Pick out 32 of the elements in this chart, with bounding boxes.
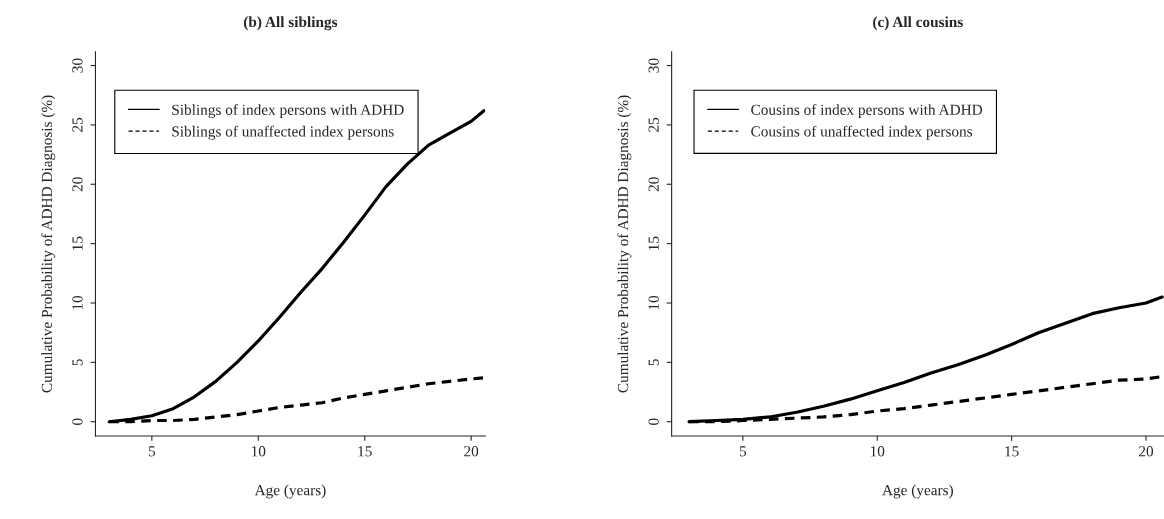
y-tick-label: 20: [72, 177, 83, 192]
legend-label: Cousins of unaffected index persons: [751, 125, 973, 140]
chart-title: (b) All siblings: [243, 16, 338, 31]
y-tick-label: 10: [72, 295, 83, 310]
y-tick-label: 25: [72, 117, 83, 132]
y-tick-label: 30: [648, 58, 659, 73]
y-tick-label: 25: [648, 117, 659, 132]
legend-label: Siblings of index persons with ADHD: [172, 104, 404, 119]
x-tick-label: 15: [358, 446, 372, 457]
x-tick-label: 10: [870, 446, 885, 457]
x-tick-label: 5: [148, 446, 156, 457]
y-axis-title: Cumulative Probability of ADHD Diagnosis (%): [41, 95, 56, 393]
y-tick-label: 5: [648, 359, 659, 366]
x-tick-label: 20: [464, 446, 479, 457]
y-tick-label: 10: [648, 295, 659, 310]
x-tick-label: 10: [251, 446, 266, 457]
x-axis-title: Age (years): [882, 484, 953, 499]
y-axis-title: Cumulative Probability of ADHD Diagnosis (%): [617, 95, 632, 393]
y-tick-label: 0: [648, 418, 659, 425]
y-tick-label: 30: [72, 58, 83, 73]
y-tick-label: 20: [648, 177, 659, 192]
legend-label: Siblings of unaffected index persons: [172, 125, 394, 140]
y-tick-label: 5: [72, 359, 83, 366]
legend-label: Cousins of index persons with ADHD: [751, 104, 983, 119]
y-tick-label: 0: [72, 418, 83, 425]
x-tick-label: 15: [1005, 446, 1019, 457]
y-tick-label: 15: [72, 236, 83, 250]
chart-title: (c) All cousins: [873, 16, 963, 31]
y-tick-label: 15: [648, 236, 659, 250]
x-tick-label: 20: [1139, 446, 1154, 457]
x-axis-title: Age (years): [254, 484, 326, 499]
x-tick-label: 5: [739, 446, 747, 457]
